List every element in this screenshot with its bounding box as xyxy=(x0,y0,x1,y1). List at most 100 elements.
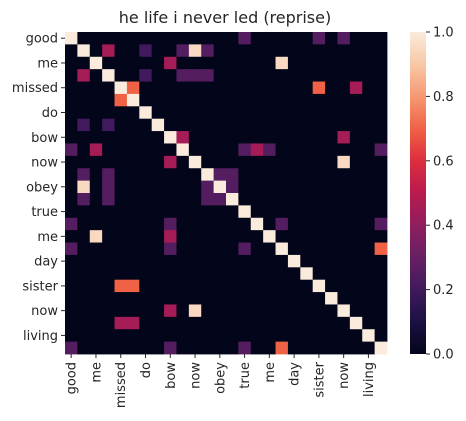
heatmap-cell xyxy=(238,193,252,206)
y-tick-label: day xyxy=(34,255,58,270)
heatmap-cell xyxy=(374,180,388,194)
heatmap-cell xyxy=(114,56,128,70)
heatmap-cell xyxy=(226,143,239,157)
heatmap-cell xyxy=(65,242,78,256)
heatmap-cell xyxy=(362,168,376,182)
heatmap-cell xyxy=(176,81,190,95)
y-tick-label: me xyxy=(37,230,58,245)
heatmap-cell xyxy=(374,316,388,330)
heatmap-cell xyxy=(349,106,363,120)
heatmap-cell xyxy=(77,242,91,256)
heatmap-cell xyxy=(263,267,276,281)
heatmap-cell xyxy=(89,168,103,182)
heatmap-cell xyxy=(226,180,239,194)
heatmap-cell xyxy=(151,193,165,206)
heatmap-cell xyxy=(374,168,388,182)
heatmap-cell xyxy=(374,267,388,281)
heatmap-cell xyxy=(164,254,177,268)
heatmap-cell xyxy=(263,341,276,355)
heatmap-cell xyxy=(114,32,128,45)
y-tick-label: missed xyxy=(12,81,58,96)
heatmap-cell xyxy=(275,316,289,330)
heatmap-cell xyxy=(164,292,177,305)
heatmap-cell xyxy=(300,168,314,182)
heatmap-cell xyxy=(226,205,239,219)
heatmap-cell xyxy=(226,279,239,293)
heatmap-cell xyxy=(188,217,202,231)
heatmap-cell xyxy=(312,292,326,305)
heatmap-cell xyxy=(349,242,363,256)
heatmap-cell xyxy=(287,341,301,355)
heatmap-cell xyxy=(176,292,190,305)
heatmap-cell xyxy=(275,242,289,256)
heatmap-cell xyxy=(126,131,140,144)
heatmap-cell xyxy=(337,56,351,70)
heatmap-cell xyxy=(126,341,140,355)
heatmap-cell xyxy=(102,44,115,58)
heatmap-cell xyxy=(89,118,103,132)
heatmap-cell xyxy=(164,93,177,107)
heatmap-cell xyxy=(126,93,140,107)
heatmap-cell xyxy=(102,193,115,206)
heatmap-cell xyxy=(188,143,202,157)
heatmap-cell xyxy=(176,341,190,355)
heatmap-cell xyxy=(164,118,177,132)
heatmap-cell xyxy=(312,106,326,120)
heatmap-cell xyxy=(325,279,338,293)
heatmap-cell xyxy=(102,81,115,95)
x-tick-label: me xyxy=(263,362,278,383)
heatmap-cell xyxy=(89,69,103,82)
heatmap-cell xyxy=(300,180,314,194)
heatmap-cell xyxy=(213,230,227,243)
heatmap-cell xyxy=(275,131,289,144)
heatmap-cell xyxy=(287,242,301,256)
heatmap-cell xyxy=(77,106,91,120)
heatmap-cell xyxy=(114,155,128,169)
heatmap-cell xyxy=(77,168,91,182)
heatmap-cell xyxy=(300,254,314,268)
heatmap-cell xyxy=(126,230,140,243)
heatmap-cell xyxy=(226,44,239,58)
heatmap-cell xyxy=(250,242,264,256)
heatmap-cell xyxy=(238,279,252,293)
heatmap-cell xyxy=(188,168,202,182)
heatmap-cell xyxy=(312,32,326,45)
heatmap-cell xyxy=(312,131,326,144)
heatmap-cell xyxy=(151,81,165,95)
heatmap-cell xyxy=(263,205,276,219)
heatmap-cell xyxy=(114,69,128,82)
heatmap-cell xyxy=(114,279,128,293)
heatmap-cell xyxy=(139,329,153,343)
heatmap-cell xyxy=(213,93,227,107)
heatmap-cell xyxy=(349,81,363,95)
heatmap-cell xyxy=(102,217,115,231)
y-tick-label: obey xyxy=(26,180,58,195)
heatmap-cell xyxy=(226,341,239,355)
heatmap-cell xyxy=(226,254,239,268)
heatmap-cell xyxy=(312,230,326,243)
heatmap-cell xyxy=(250,230,264,243)
heatmap-cell xyxy=(275,168,289,182)
heatmap-cell xyxy=(362,217,376,231)
heatmap-cell xyxy=(275,106,289,120)
heatmap-cell xyxy=(126,168,140,182)
heatmap-cell xyxy=(337,341,351,355)
heatmap-cell xyxy=(312,193,326,206)
heatmap-cell xyxy=(250,180,264,194)
heatmap-cell xyxy=(188,44,202,58)
heatmap-cell xyxy=(312,205,326,219)
heatmap-cell xyxy=(250,56,264,70)
heatmap-cell xyxy=(114,316,128,330)
heatmap-cell xyxy=(374,106,388,120)
heatmap-cell xyxy=(89,279,103,293)
heatmap-cell xyxy=(263,168,276,182)
heatmap-cell xyxy=(201,205,215,219)
heatmap-cell xyxy=(300,69,314,82)
heatmap-cell xyxy=(349,56,363,70)
heatmap-cell xyxy=(275,155,289,169)
heatmap-cell xyxy=(176,316,190,330)
heatmap-cell xyxy=(300,56,314,70)
heatmap-cell xyxy=(126,205,140,219)
heatmap-cell xyxy=(77,316,91,330)
